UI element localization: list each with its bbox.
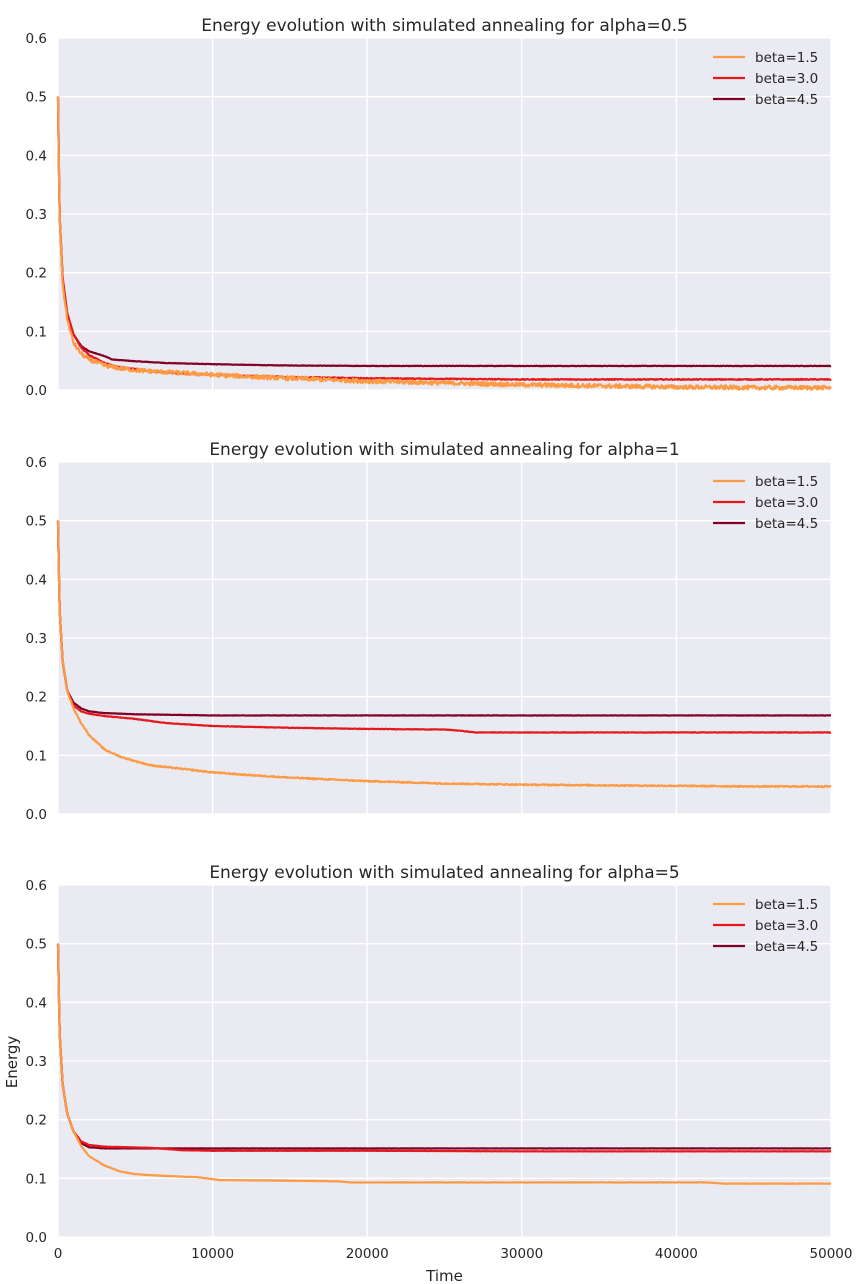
legend-entry: beta=4.5	[755, 92, 818, 108]
y-axis-label: Energy	[3, 1036, 21, 1089]
legend-entry: beta=1.5	[755, 897, 818, 913]
y-tick-label: 0.5	[26, 90, 47, 106]
y-tick-label: 0.1	[26, 324, 47, 340]
x-tick-label: 10000	[191, 1246, 234, 1262]
y-tick-label: 0.2	[26, 1113, 47, 1129]
x-tick-label: 0	[54, 1246, 63, 1262]
legend-entry: beta=3.0	[755, 918, 818, 934]
legend-entry: beta=1.5	[755, 474, 818, 490]
legend-entry: beta=3.0	[755, 495, 818, 511]
series-line	[56, 520, 832, 734]
series-line	[56, 96, 832, 368]
y-tick-label: 0.3	[26, 1054, 47, 1070]
y-tick-label: 0.5	[26, 937, 47, 953]
y-tick-label: 0.4	[26, 148, 47, 164]
chart-title: Energy evolution with simulated annealin…	[209, 863, 679, 883]
series-line	[56, 943, 832, 1150]
y-tick-label: 0.2	[26, 266, 47, 282]
y-tick-label: 0.1	[26, 748, 47, 764]
series-line	[56, 96, 832, 391]
legend-entry: beta=1.5	[755, 50, 818, 66]
series-line	[56, 520, 832, 789]
y-tick-label: 0.0	[26, 383, 47, 399]
y-tick-label: 0.3	[26, 631, 47, 647]
chart-title: Energy evolution with simulated annealin…	[201, 16, 688, 36]
series-line	[56, 943, 832, 1185]
x-axis-label: Time	[425, 1267, 463, 1284]
y-tick-label: 0.0	[26, 1230, 47, 1246]
chart-panel: 0.0 0.1 0.2 0.3 0.4 0.5 0.6 Energy evolution wi…	[26, 16, 832, 399]
y-tick-label: 0.0	[26, 807, 47, 823]
chart-panel: 0.0 0.1 0.2 0.3 0.4 0.5 0.6 0 10000 20000 30000 400…	[26, 863, 853, 1262]
y-tick-label: 0.1	[26, 1171, 47, 1187]
y-tick-label: 0.2	[26, 690, 47, 706]
legend-entry: beta=4.5	[755, 516, 818, 532]
y-tick-label: 0.5	[26, 514, 47, 530]
x-tick-label: 20000	[346, 1246, 389, 1262]
series-line	[56, 520, 832, 717]
x-tick-label: 40000	[655, 1246, 698, 1262]
y-tick-label: 0.4	[26, 995, 47, 1011]
y-tick-label: 0.6	[26, 455, 47, 471]
series-line	[56, 943, 832, 1153]
chart-panel: 0.0 0.1 0.2 0.3 0.4 0.5 0.6 Energy evolution wi…	[26, 440, 832, 823]
chart-title: Energy evolution with simulated annealin…	[209, 440, 679, 460]
y-tick-label: 0.4	[26, 572, 47, 588]
y-tick-label: 0.3	[26, 207, 47, 223]
x-tick-label: 30000	[500, 1246, 543, 1262]
y-tick-label: 0.6	[26, 31, 47, 47]
legend-entry: beta=4.5	[755, 939, 818, 955]
chart-panels: 0.0 0.1 0.2 0.3 0.4 0.5 0.6 Energy evolution wi…	[26, 16, 853, 1262]
legend-entry: beta=3.0	[755, 71, 818, 87]
y-tick-label: 0.6	[26, 878, 47, 894]
x-tick-label: 50000	[810, 1246, 853, 1262]
